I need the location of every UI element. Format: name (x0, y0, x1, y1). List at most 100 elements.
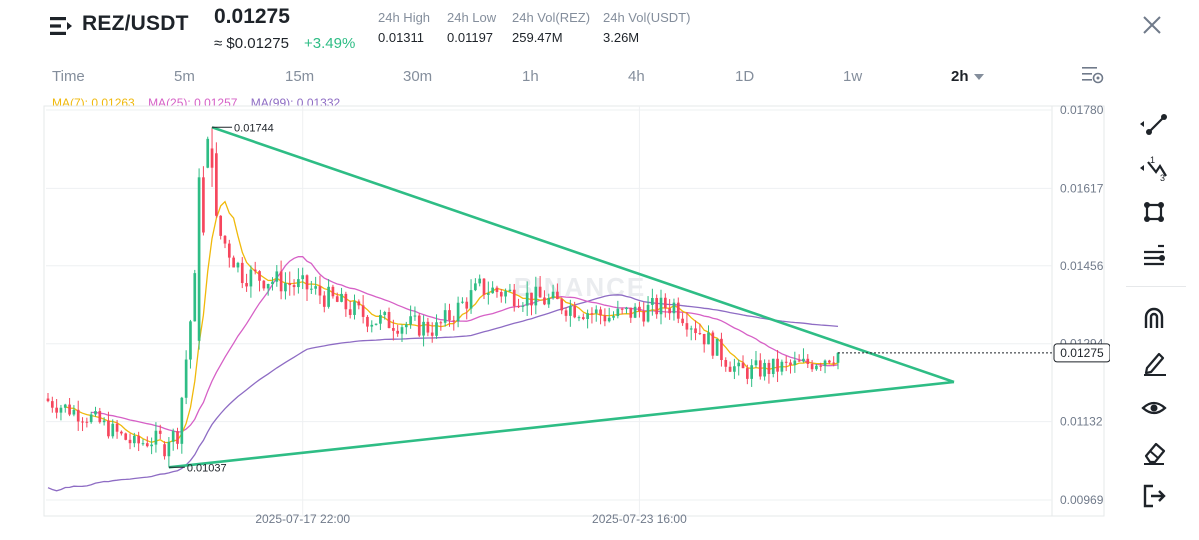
candle-body (452, 320, 456, 322)
chart-settings-icon[interactable] (1082, 66, 1104, 84)
tf-1w[interactable]: 1w (843, 68, 863, 85)
candle-body (607, 317, 611, 322)
candle-body (387, 312, 391, 329)
tf-1h[interactable]: 1h (522, 68, 539, 85)
candle-body (465, 301, 469, 309)
stat-label: 24h Vol(REZ) (512, 10, 591, 25)
candle-body (111, 423, 115, 437)
candle-body (396, 330, 400, 334)
high-annotation: 0.01744 (234, 122, 274, 134)
candle-body (400, 327, 404, 334)
candle-body (331, 286, 335, 297)
candle-body (197, 177, 201, 341)
stat-value: 259.47M (512, 30, 563, 45)
candle-body (694, 328, 697, 334)
candle-body (236, 262, 240, 268)
price-chart[interactable]: 0.017800.016170.014560.012940.011320.009… (0, 90, 1110, 540)
candle-body (625, 307, 628, 310)
candle-body (120, 431, 123, 434)
candle-body (715, 338, 719, 356)
y-tick-label: 0.00969 (1060, 493, 1104, 507)
candle-body (655, 297, 659, 315)
fibonacci-icon[interactable]: 1 3 (1140, 154, 1168, 182)
candle-body (275, 271, 279, 282)
candle-body (154, 430, 158, 445)
candle-body (702, 334, 706, 345)
menu-icon[interactable] (50, 16, 72, 36)
candle-body (508, 289, 512, 292)
candle-body (616, 308, 620, 317)
eye-icon[interactable] (1140, 394, 1168, 422)
eraser-icon[interactable] (1140, 438, 1168, 466)
candle-body (361, 305, 365, 317)
ma25-line (91, 255, 839, 433)
candle-body (227, 243, 231, 258)
svg-text:1: 1 (1150, 155, 1155, 165)
candle-body (551, 291, 555, 299)
candle-body (133, 435, 136, 444)
candle-body (370, 324, 374, 327)
tf-15m[interactable]: 15m (285, 68, 315, 85)
stat-value: 0.01311 (378, 30, 425, 45)
candle-body (50, 401, 54, 408)
candle-body (573, 305, 577, 318)
candle-body (167, 441, 171, 457)
candle-body (63, 404, 67, 408)
candle-body (344, 293, 348, 310)
candle-body (439, 322, 443, 324)
horizontal-lines-icon[interactable] (1140, 242, 1168, 270)
candle-body (89, 414, 93, 423)
candle-body (68, 404, 71, 415)
triangle-upper-line (211, 126, 955, 384)
magnet-icon[interactable] (1140, 304, 1168, 332)
candle-body (525, 292, 529, 306)
candle-body (810, 363, 814, 370)
candle-body (486, 293, 490, 295)
pencil-icon[interactable] (1140, 348, 1168, 376)
tf-2h-label: 2h (951, 68, 969, 85)
candle-body (158, 430, 162, 434)
candle-body (184, 359, 188, 398)
candle-body (340, 293, 343, 302)
tf-5m[interactable]: 5m (174, 68, 195, 85)
candle-body (357, 301, 361, 306)
tf-2h-dropdown[interactable]: 2h (951, 68, 984, 85)
candle-body (478, 278, 482, 284)
close-icon[interactable] (1141, 14, 1163, 36)
candle-body (193, 273, 197, 322)
trading-pair[interactable]: REZ/USDT (82, 12, 189, 35)
tf-30m[interactable]: 30m (403, 68, 433, 85)
candle-body (603, 315, 607, 322)
candle-body (512, 289, 516, 307)
last-price: 0.01275 (214, 5, 290, 28)
candle-body (81, 421, 84, 423)
candle-body (469, 290, 473, 309)
tf-time[interactable]: Time (52, 68, 85, 85)
candle-body (819, 365, 823, 367)
candle-body (754, 360, 758, 366)
candle-body (305, 275, 309, 290)
candle-body (232, 257, 235, 268)
candle-body (249, 269, 253, 287)
trend-line-icon[interactable] (1140, 110, 1168, 138)
candle-body (448, 310, 451, 321)
tf-1d[interactable]: 1D (735, 68, 755, 85)
y-tick-label: 0.01780 (1060, 103, 1104, 117)
candle-body (443, 310, 447, 323)
svg-text:3: 3 (1160, 173, 1165, 182)
candle-body (750, 365, 753, 379)
candle-body (426, 321, 430, 333)
candle-body (534, 286, 538, 306)
candle-body (55, 407, 58, 413)
candle-body (612, 316, 615, 318)
exit-icon[interactable] (1140, 482, 1168, 510)
candle-body (301, 275, 305, 280)
candle-body (659, 297, 663, 315)
rectangle-shape-icon[interactable] (1140, 198, 1168, 226)
candle-body (430, 332, 434, 336)
tf-4h[interactable]: 4h (628, 68, 645, 85)
candle-body (594, 309, 598, 314)
candle-body (72, 409, 76, 415)
candle-body (746, 368, 749, 379)
candle-body (793, 360, 797, 366)
